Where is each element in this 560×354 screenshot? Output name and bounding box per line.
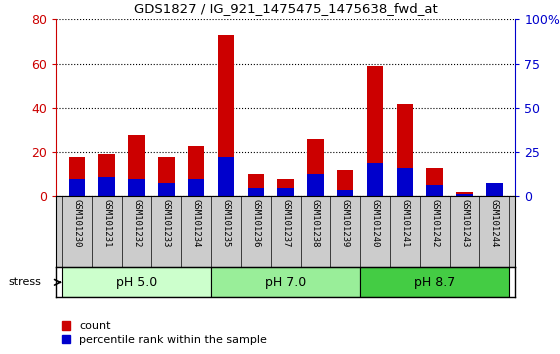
Text: GSM101238: GSM101238 — [311, 199, 320, 247]
Bar — [69, 156, 85, 196]
Bar — [248, 188, 264, 196]
Bar — [128, 179, 144, 196]
Bar — [427, 168, 443, 196]
Text: GSM101232: GSM101232 — [132, 199, 141, 247]
Text: pH 5.0: pH 5.0 — [116, 276, 157, 289]
Text: GSM101230: GSM101230 — [72, 199, 81, 247]
Text: GSM101231: GSM101231 — [102, 199, 111, 247]
Bar — [218, 35, 234, 196]
Text: GSM101243: GSM101243 — [460, 199, 469, 247]
Bar — [211, 267, 360, 297]
Text: pH 7.0: pH 7.0 — [265, 276, 306, 289]
Bar — [456, 194, 473, 196]
Bar — [188, 145, 204, 196]
Bar — [396, 103, 413, 196]
Legend: count, percentile rank within the sample: count, percentile rank within the sample — [62, 321, 267, 345]
Text: GSM101235: GSM101235 — [221, 199, 231, 247]
Bar — [128, 135, 144, 196]
Bar — [396, 168, 413, 196]
Bar — [367, 163, 383, 196]
Bar — [69, 179, 85, 196]
Bar — [158, 156, 175, 196]
Bar — [337, 190, 353, 196]
Bar — [99, 154, 115, 196]
Text: GSM101241: GSM101241 — [400, 199, 409, 247]
Bar — [62, 267, 211, 297]
Bar — [248, 175, 264, 196]
Text: GSM101242: GSM101242 — [430, 199, 439, 247]
Bar — [218, 156, 234, 196]
Bar — [456, 192, 473, 196]
Bar — [427, 185, 443, 196]
Bar — [337, 170, 353, 196]
Bar — [99, 177, 115, 196]
Title: GDS1827 / IG_921_1475475_1475638_fwd_at: GDS1827 / IG_921_1475475_1475638_fwd_at — [134, 2, 437, 16]
Bar — [277, 179, 294, 196]
Bar — [307, 175, 324, 196]
Bar — [367, 66, 383, 196]
Text: pH 8.7: pH 8.7 — [414, 276, 455, 289]
Text: GSM101240: GSM101240 — [371, 199, 380, 247]
Text: GSM101233: GSM101233 — [162, 199, 171, 247]
Text: GSM101234: GSM101234 — [192, 199, 200, 247]
Bar — [360, 267, 509, 297]
Text: stress: stress — [8, 277, 41, 287]
Text: GSM101239: GSM101239 — [340, 199, 350, 247]
Text: GSM101236: GSM101236 — [251, 199, 260, 247]
Bar — [486, 183, 502, 196]
Bar — [307, 139, 324, 196]
Bar — [277, 188, 294, 196]
Bar — [486, 188, 502, 196]
Text: GSM101244: GSM101244 — [490, 199, 499, 247]
Bar — [158, 183, 175, 196]
Text: GSM101237: GSM101237 — [281, 199, 290, 247]
Bar — [188, 179, 204, 196]
